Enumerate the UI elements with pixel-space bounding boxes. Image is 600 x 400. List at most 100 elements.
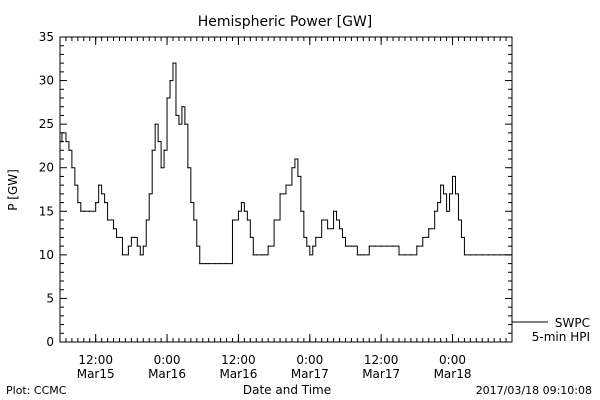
- data-point: [321, 219, 323, 221]
- series-points: [60, 62, 513, 265]
- data-point: [136, 245, 138, 247]
- data-point: [312, 245, 314, 247]
- data-point: [309, 254, 311, 256]
- y-tick-label: 5: [46, 291, 54, 305]
- legend: SWPC 5-min HPI: [512, 316, 590, 344]
- data-point: [445, 210, 448, 212]
- data-point: [208, 262, 210, 265]
- data-point: [109, 219, 112, 221]
- data-point: [327, 228, 329, 230]
- data-point: [487, 254, 489, 256]
- data-point: [255, 254, 257, 256]
- x-tick-label-time: 12:00: [78, 353, 113, 367]
- data-point: [285, 184, 287, 186]
- data-point: [112, 228, 115, 230]
- y-tick-label: 35: [39, 30, 54, 44]
- data-point: [243, 210, 245, 212]
- data-point: [469, 254, 471, 256]
- data-point: [315, 236, 317, 239]
- data-point: [335, 219, 338, 221]
- data-point: [202, 262, 204, 265]
- data-point: [160, 167, 162, 169]
- data-point: [386, 245, 388, 247]
- data-point: [106, 219, 109, 221]
- x-tick-label-date: Mar17: [291, 367, 329, 381]
- data-point: [428, 228, 430, 230]
- data-point: [246, 219, 248, 221]
- data-point: [214, 262, 216, 265]
- data-point: [493, 254, 495, 256]
- data-point: [374, 245, 376, 247]
- data-point: [457, 219, 460, 221]
- data-point: [416, 245, 418, 247]
- data-point: [68, 149, 70, 151]
- data-point: [273, 219, 275, 221]
- legend-entry-swpc: SWPC: [555, 316, 590, 330]
- footer-credit: Plot: CCMC: [6, 384, 67, 397]
- data-point: [443, 193, 445, 195]
- data-point: [95, 201, 97, 204]
- data-point: [163, 149, 165, 151]
- chart-title: Hemispheric Power [GW]: [198, 14, 373, 30]
- data-point: [199, 262, 201, 265]
- data-point: [169, 79, 171, 82]
- y-tick-label: 25: [39, 117, 54, 131]
- data-point: [368, 245, 370, 247]
- data-point: [101, 193, 103, 195]
- data-point: [448, 193, 451, 195]
- data-point: [142, 245, 144, 247]
- data-point: [196, 245, 198, 247]
- data-point: [175, 114, 177, 117]
- data-point: [145, 219, 147, 221]
- data-point: [347, 245, 350, 247]
- data-point: [362, 254, 364, 256]
- data-point: [353, 245, 355, 247]
- data-point: [350, 245, 353, 247]
- data-point: [410, 254, 412, 256]
- x-tick-label-date: Mar16: [148, 367, 186, 381]
- data-point: [398, 254, 400, 256]
- data-point: [454, 193, 457, 195]
- data-point: [356, 254, 358, 256]
- data-point: [499, 254, 501, 256]
- y-tick-label: 20: [39, 161, 54, 175]
- data-point: [240, 201, 242, 204]
- y-axis-label: P [GW]: [6, 169, 20, 211]
- x-tick-label-time: 12:00: [364, 353, 399, 367]
- data-point: [359, 254, 361, 256]
- data-point: [98, 184, 100, 186]
- data-point: [154, 123, 156, 125]
- footer-timestamp: 2017/03/18 09:10:08: [476, 384, 592, 397]
- data-point: [127, 245, 129, 247]
- legend-entry-5min-hpi: 5-min HPI: [532, 330, 590, 344]
- data-point: [380, 245, 382, 247]
- y-tick-label: 15: [39, 204, 54, 218]
- data-point: [300, 210, 302, 212]
- data-point: [422, 236, 424, 239]
- x-axis: 12:00Mar150:00Mar1612:00Mar160:00Mar1712…: [59, 37, 513, 381]
- data-point: [451, 175, 454, 178]
- data-point: [205, 262, 207, 265]
- data-point: [475, 254, 477, 256]
- data-point: [130, 236, 132, 239]
- data-point: [139, 254, 141, 256]
- data-point: [104, 201, 106, 204]
- data-point: [193, 219, 195, 221]
- y-axis: 0 5 10 15 20 25 30 35: [39, 30, 512, 349]
- x-axis-label: Date and Time: [243, 383, 331, 397]
- data-point: [60, 140, 62, 143]
- data-point: [460, 236, 463, 239]
- data-point: [133, 236, 135, 239]
- data-point: [89, 210, 91, 212]
- data-point: [463, 254, 466, 256]
- data-point: [115, 236, 118, 239]
- data-point: [80, 210, 82, 212]
- data-point: [65, 140, 67, 143]
- data-point: [157, 140, 159, 143]
- data-point: [71, 167, 73, 169]
- data-point: [83, 210, 85, 212]
- data-point: [219, 262, 222, 265]
- x-tick-label-time: 12:00: [221, 353, 256, 367]
- data-point: [511, 254, 513, 256]
- data-point: [338, 228, 341, 230]
